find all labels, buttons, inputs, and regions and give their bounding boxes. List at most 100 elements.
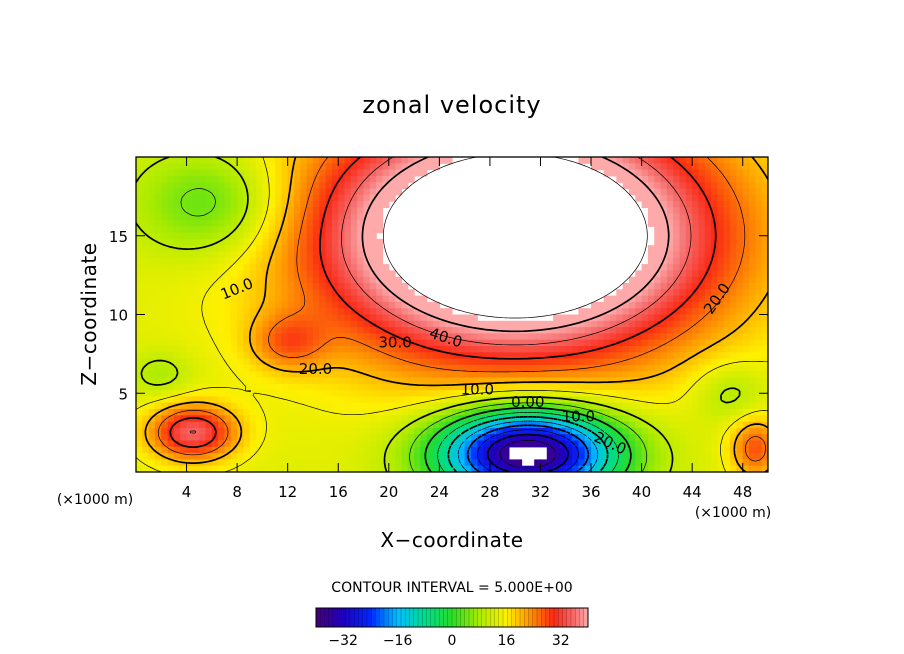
heatmap-cell xyxy=(211,409,219,416)
heatmap-cell xyxy=(439,352,447,360)
heatmap-cell xyxy=(578,421,586,429)
heatmap-cell xyxy=(704,220,712,227)
heatmap-cell xyxy=(666,390,674,397)
heatmap-cell xyxy=(496,320,504,328)
heatmap-cell xyxy=(224,213,232,221)
heatmap-cell xyxy=(262,232,270,240)
heatmap-cell xyxy=(325,383,333,391)
heatmap-cell xyxy=(136,314,143,322)
heatmap-cell xyxy=(136,434,143,442)
heatmap-cell xyxy=(262,314,270,322)
heatmap-cell xyxy=(489,333,497,341)
heatmap-cell xyxy=(142,333,150,341)
heatmap-cell xyxy=(382,459,390,467)
heatmap-cell xyxy=(654,289,662,297)
heatmap-cell xyxy=(572,390,579,397)
heatmap-cell xyxy=(546,396,554,404)
heatmap-cell xyxy=(749,194,756,202)
heatmap-cell xyxy=(173,169,181,177)
heatmap-cell xyxy=(173,270,181,278)
heatmap-cell xyxy=(407,453,415,460)
heatmap-cell xyxy=(610,327,617,334)
heatmap-cell xyxy=(622,346,630,353)
heatmap-cell xyxy=(666,421,674,429)
heatmap-cell xyxy=(660,301,668,309)
heatmap-cell xyxy=(211,396,219,404)
heatmap-cell xyxy=(161,446,169,454)
heatmap-cell xyxy=(338,434,346,442)
heatmap-cell xyxy=(515,415,523,423)
heatmap-cell xyxy=(685,434,693,442)
colorbar: −32 −16 0 16 32 xyxy=(315,607,589,649)
heatmap-cell xyxy=(218,295,226,303)
heatmap-cell xyxy=(395,409,403,416)
heatmap-cell xyxy=(761,257,768,265)
heatmap-cell xyxy=(698,257,706,265)
heatmap-cell xyxy=(483,339,491,347)
heatmap-cell xyxy=(553,358,561,366)
heatmap-cell xyxy=(161,163,169,171)
heatmap-cell xyxy=(211,446,219,454)
heatmap-cell xyxy=(376,157,384,164)
heatmap-cell xyxy=(388,440,396,448)
heatmap-cell xyxy=(180,182,188,190)
heatmap-cell xyxy=(136,346,143,353)
heatmap-cell xyxy=(685,213,693,221)
heatmap-cell xyxy=(679,238,687,246)
heatmap-cell xyxy=(477,352,485,360)
heatmap-cell xyxy=(679,446,687,454)
heatmap-cell xyxy=(407,427,415,435)
heatmap-cell xyxy=(711,409,719,416)
heatmap-cell xyxy=(553,333,561,341)
heatmap-cell xyxy=(268,396,276,404)
heatmap-cell xyxy=(237,409,245,416)
heatmap-cell xyxy=(730,175,737,183)
heatmap-cell xyxy=(294,427,301,435)
heatmap-cell xyxy=(243,333,251,341)
heatmap-cell xyxy=(433,371,440,379)
heatmap-cell xyxy=(287,327,295,334)
heatmap-cell xyxy=(660,264,668,271)
heatmap-cell xyxy=(148,283,156,290)
heatmap-cell xyxy=(641,169,649,177)
heatmap-cell xyxy=(268,364,276,372)
heatmap-cell xyxy=(723,213,731,221)
heatmap-cell xyxy=(211,364,219,372)
heatmap-cell xyxy=(635,270,643,278)
heatmap-cell xyxy=(211,289,219,297)
heatmap-cell xyxy=(755,402,763,410)
heatmap-cell xyxy=(565,371,573,379)
heatmap-cell xyxy=(275,409,282,416)
heatmap-cell xyxy=(350,415,358,423)
heatmap-cell xyxy=(173,238,181,246)
heatmap-cell xyxy=(698,207,706,215)
heatmap-cell xyxy=(237,459,245,467)
heatmap-cell xyxy=(256,289,263,297)
heatmap-cell xyxy=(761,327,768,334)
heatmap-cell xyxy=(230,320,238,328)
heatmap-cell xyxy=(148,201,156,208)
heatmap-cell xyxy=(685,232,693,240)
heatmap-cell xyxy=(369,175,377,183)
heatmap-cell xyxy=(584,459,592,467)
heatmap-cell xyxy=(256,352,263,360)
heatmap-cell xyxy=(628,283,636,290)
heatmap-cell xyxy=(496,358,504,366)
heatmap-cell xyxy=(300,358,308,366)
heatmap-cell xyxy=(357,301,365,309)
heatmap-cell xyxy=(230,169,238,177)
heatmap-cell xyxy=(167,213,175,221)
heatmap-cell xyxy=(673,453,681,460)
heatmap-cell xyxy=(749,207,756,215)
heatmap-cell xyxy=(407,308,415,316)
heatmap-cell xyxy=(692,270,700,278)
heatmap-cell xyxy=(635,276,643,284)
heatmap-cell xyxy=(281,201,289,208)
heatmap-cell xyxy=(559,371,567,379)
heatmap-cell xyxy=(515,346,523,353)
heatmap-cell xyxy=(395,308,403,316)
heatmap-cell xyxy=(344,283,352,290)
heatmap-cell xyxy=(325,213,333,221)
heatmap-cell xyxy=(610,402,617,410)
heatmap-cell xyxy=(312,409,320,416)
